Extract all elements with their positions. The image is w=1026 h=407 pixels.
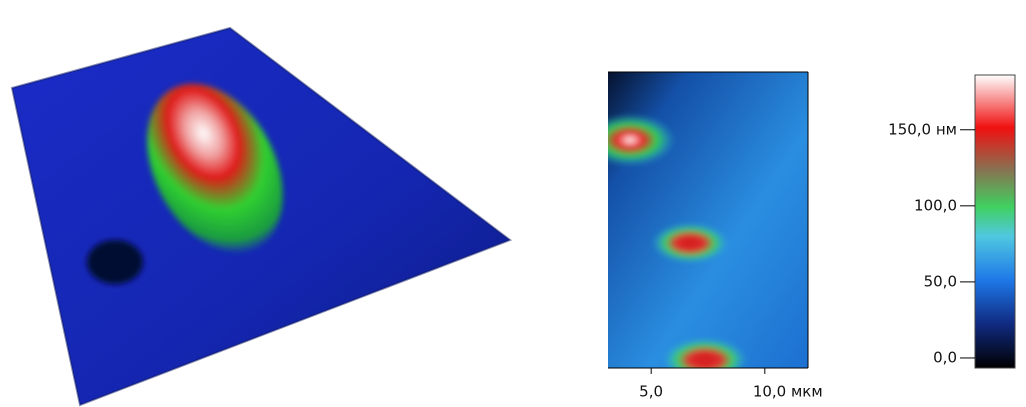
height-map (585, 72, 808, 382)
x-tick-label: 10,0 мкм (753, 383, 823, 401)
surface-3d (12, 28, 510, 405)
x-tick-label: 5,0 (639, 383, 663, 401)
color-bar (975, 75, 1015, 368)
y-tick-label: 100,0 (914, 196, 957, 214)
y-tick-label: 0,0 (933, 348, 957, 366)
page: 5,010,0 мкм150,0 нм100,050,00,0 (() => {… (0, 0, 1026, 407)
y-tick-label: 50,0 (924, 272, 957, 290)
y-tick-label: 150,0 нм (888, 120, 957, 138)
afm-view: 5,0 10,0 мкм 150,0 нм 100,0 50,0 0,0 (0, 0, 1026, 407)
